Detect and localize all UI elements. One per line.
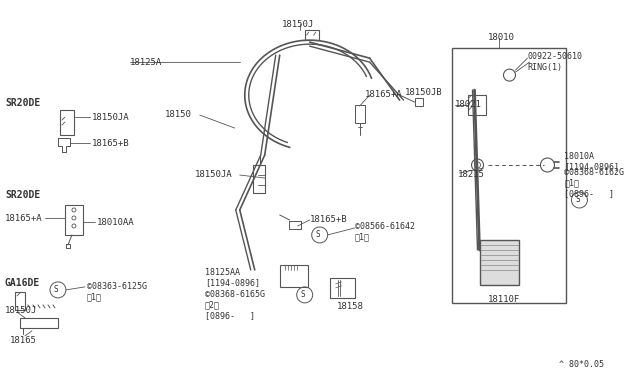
- Text: ©08363-6125G
（1）: ©08363-6125G （1）: [87, 282, 147, 301]
- Text: GA16DE: GA16DE: [5, 278, 40, 288]
- Text: ©08566-61642
（1）: ©08566-61642 （1）: [355, 222, 415, 241]
- Text: S: S: [575, 195, 580, 205]
- Bar: [15, 292, 25, 310]
- Text: ^ 80*0.05: ^ 80*0.05: [559, 360, 604, 369]
- Bar: [305, 30, 319, 40]
- Text: 18110F: 18110F: [488, 295, 520, 304]
- Bar: [355, 105, 365, 123]
- Text: S: S: [301, 291, 305, 299]
- Text: S: S: [54, 285, 59, 294]
- Bar: [20, 318, 58, 328]
- Bar: [452, 48, 566, 303]
- Bar: [253, 165, 265, 193]
- Bar: [415, 98, 422, 106]
- Text: 18150J: 18150J: [5, 306, 37, 315]
- Text: 18150JA: 18150JA: [92, 113, 129, 122]
- Text: 18165+A: 18165+A: [5, 214, 43, 223]
- Text: 18165: 18165: [10, 336, 37, 345]
- Text: 18165+B: 18165+B: [310, 215, 348, 224]
- Bar: [60, 110, 74, 135]
- Text: SR20DE: SR20DE: [5, 98, 40, 108]
- Text: S: S: [316, 230, 320, 240]
- Text: 18165+B: 18165+B: [92, 139, 129, 148]
- Text: 18125AA
[1194-0896]: 18125AA [1194-0896]: [205, 268, 260, 287]
- Bar: [280, 265, 308, 287]
- Text: ©08368-6165G
（2）
[0896-   ]: ©08368-6165G （2） [0896- ]: [205, 290, 265, 320]
- Text: 18021: 18021: [454, 100, 481, 109]
- Text: ©08368-6162G
（1）
[0896-   ]: ©08368-6162G （1） [0896- ]: [564, 168, 625, 198]
- Text: 18010: 18010: [488, 33, 515, 42]
- Bar: [479, 240, 520, 285]
- Bar: [468, 95, 486, 115]
- Text: SR20DE: SR20DE: [5, 190, 40, 200]
- Bar: [330, 278, 355, 298]
- Text: 18150: 18150: [165, 110, 192, 119]
- Text: 18010AA: 18010AA: [97, 218, 134, 227]
- Text: 00922-50610
RING(1): 00922-50610 RING(1): [527, 52, 582, 71]
- Text: 18158: 18158: [337, 302, 364, 311]
- Text: 18150J: 18150J: [282, 20, 314, 29]
- Text: 18125A: 18125A: [130, 58, 162, 67]
- Text: 18165+A: 18165+A: [365, 90, 403, 99]
- Text: 18010A
[1194-0896]: 18010A [1194-0896]: [564, 152, 620, 171]
- Text: 18150JA: 18150JA: [195, 170, 232, 179]
- Text: 18150JB: 18150JB: [404, 88, 442, 97]
- Text: 18215: 18215: [458, 170, 484, 179]
- Bar: [65, 205, 83, 235]
